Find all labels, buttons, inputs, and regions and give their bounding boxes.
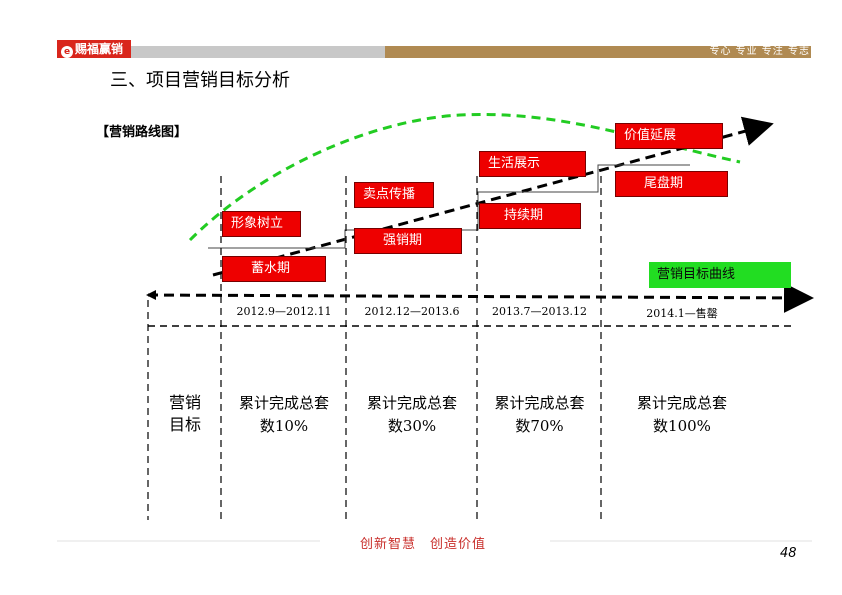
timeline-arrow <box>147 282 814 313</box>
logo-icon: e <box>61 46 73 58</box>
header-slogan: 专心 专业 专注 专志 <box>709 46 810 57</box>
stage-box: 形象树立 <box>222 211 301 237</box>
target-curve <box>188 112 741 242</box>
stage-box: 生活展示 <box>479 151 586 177</box>
period-label: 2012.9—2012.11 <box>236 305 332 318</box>
period-label: 2013.7—2013.12 <box>492 305 587 318</box>
goal-cell: 累计完成总套 数10% <box>238 394 329 435</box>
section-label: 【营销路线图】 <box>96 125 188 140</box>
step-line <box>208 164 690 249</box>
stage-box: 卖点传播 <box>354 182 434 208</box>
phase-box: 强销期 <box>354 228 462 254</box>
header-bar-brown <box>385 46 811 58</box>
period-label: 2012.12—2013.6 <box>364 305 460 318</box>
goal-cell: 累计完成总套 数100% <box>636 394 727 435</box>
stage-box: 价值延展 <box>615 123 723 149</box>
phase-box: 蓄水期 <box>222 256 326 282</box>
legend-target-curve: 营销目标曲线 <box>649 262 791 288</box>
logo-text: 赐福赢销 <box>75 42 124 56</box>
page-title: 三、项目营销目标分析 <box>110 70 290 91</box>
goal-row-label: 营销 目标 <box>168 393 201 434</box>
brand-logo: e 赐福赢销 <box>57 40 131 58</box>
timeline-arrow-left-head <box>146 290 156 300</box>
footer-slogan: 创新智慧 创造价值 <box>360 537 487 552</box>
phase-box: 尾盘期 <box>615 171 728 197</box>
header-bar-gray <box>131 46 385 58</box>
phase-box: 持续期 <box>479 203 581 229</box>
goal-cell: 累计完成总套 数30% <box>366 394 457 435</box>
page-number: 48 <box>780 546 797 561</box>
period-label: 2014.1—售罄 <box>646 307 718 320</box>
goal-cell: 累计完成总套 数70% <box>494 394 585 435</box>
